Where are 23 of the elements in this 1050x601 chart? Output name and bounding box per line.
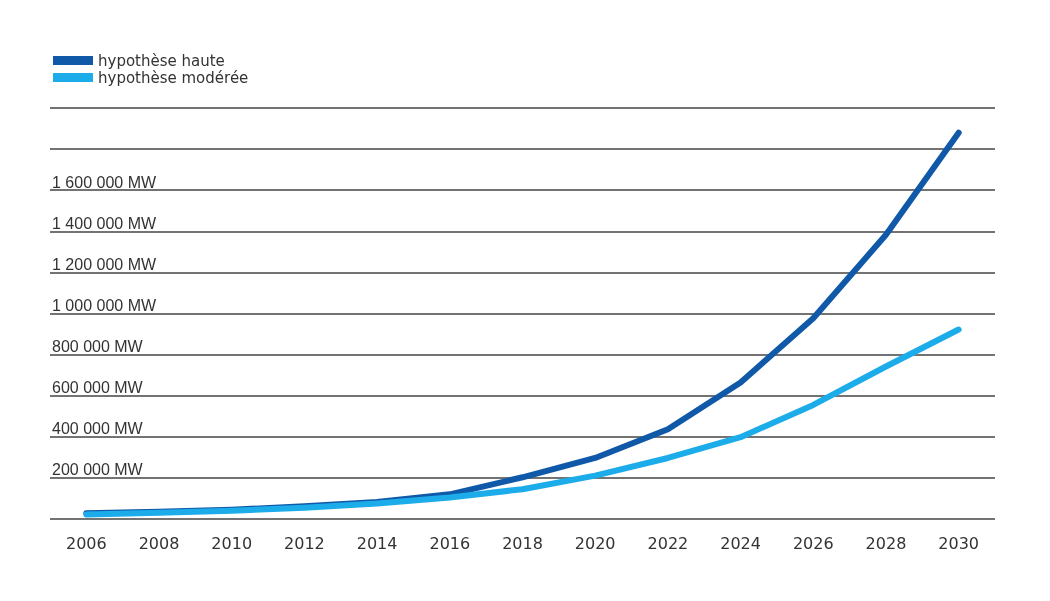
x-tick-label: 2010 (211, 533, 253, 553)
x-tick-label: 2030 (938, 533, 980, 553)
y-tick-label: 1 000 000 MW (52, 297, 157, 314)
y-tick-label: 600 000 MW (52, 379, 144, 397)
x-tick-label: 2018 (502, 533, 543, 553)
x-tick-label: 2016 (429, 533, 471, 553)
x-tick-label: 2014 (356, 533, 398, 553)
y-tick-label: 1 400 000 MW (52, 214, 157, 232)
y-tick-label: 1 600 000 MW (52, 173, 157, 191)
y-tick-label: 400 000 MW (52, 420, 144, 438)
y-tick-label: 200 000 MW (52, 461, 144, 479)
x-tick-label: 2022 (647, 533, 689, 553)
x-tick-label: 2020 (574, 533, 616, 553)
legend-label: hypothèse modérée (98, 68, 249, 87)
x-tick-label: 2026 (792, 533, 834, 553)
x-tick-label: 2008 (138, 533, 180, 553)
x-tick-label: 2028 (865, 533, 907, 553)
x-tick-label: 2012 (284, 533, 325, 553)
x-tick-label: 2024 (720, 533, 761, 553)
legend-label: hypothèse haute (98, 51, 225, 70)
y-tick-label: 800 000 MW (52, 338, 144, 356)
x-tick-label: 2006 (65, 533, 107, 553)
y-tick-label: 1 200 000 MW (52, 255, 157, 273)
